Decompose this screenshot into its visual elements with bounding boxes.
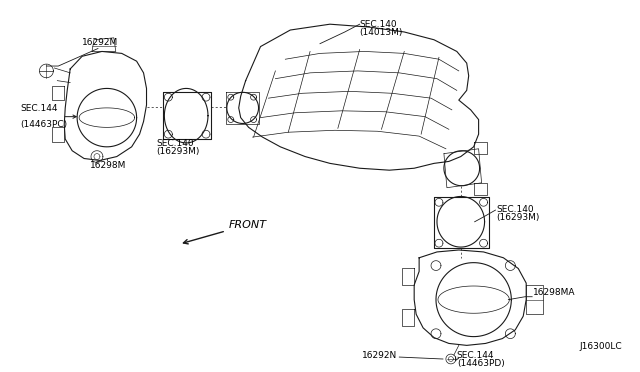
- Text: FRONT: FRONT: [184, 220, 267, 244]
- Text: (14463PC): (14463PC): [20, 119, 68, 129]
- Text: (14013M): (14013M): [360, 28, 403, 37]
- Text: 16298MA: 16298MA: [533, 288, 575, 297]
- Text: SEC.140: SEC.140: [156, 139, 194, 148]
- Text: 16292N: 16292N: [362, 350, 397, 360]
- Text: SEC.140: SEC.140: [360, 20, 397, 29]
- Text: (16293M): (16293M): [156, 147, 200, 156]
- Text: SEC.144: SEC.144: [457, 351, 494, 360]
- Text: (16293M): (16293M): [497, 213, 540, 222]
- Text: SEC.144: SEC.144: [20, 104, 58, 113]
- Text: J16300LC: J16300LC: [580, 342, 622, 351]
- Text: SEC.140: SEC.140: [497, 205, 534, 214]
- Text: 16292M: 16292M: [82, 38, 118, 46]
- Text: (14463PD): (14463PD): [457, 359, 504, 368]
- Text: 16298M: 16298M: [90, 161, 126, 170]
